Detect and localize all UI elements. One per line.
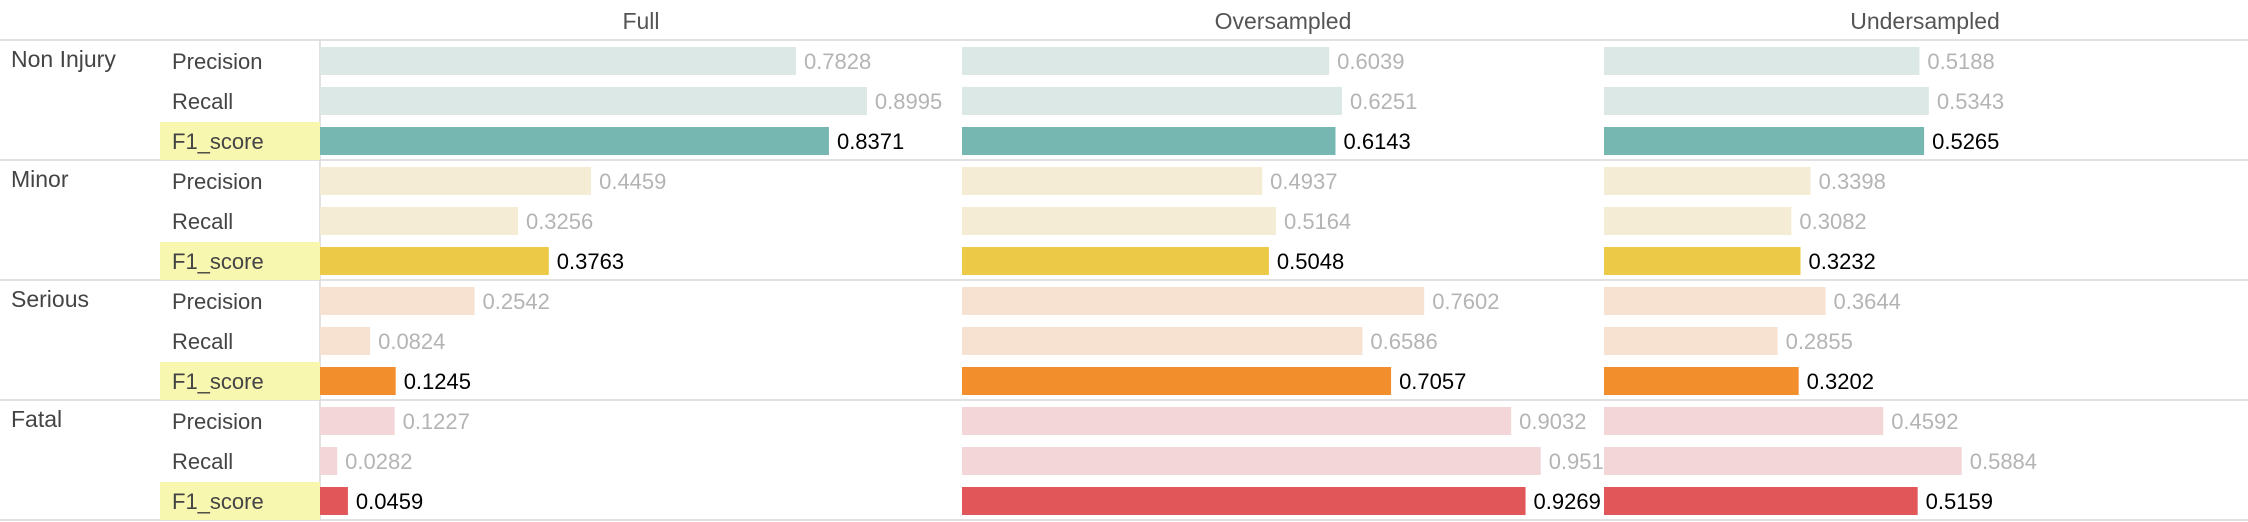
bar-fatal-full-precision — [320, 407, 395, 435]
value-label-minor-undersampled-recall: 0.3082 — [1799, 209, 1866, 234]
bar-minor-oversampled-precision — [962, 167, 1263, 195]
metric-label-precision: Precision — [172, 289, 262, 314]
bar-non-injury-undersampled-f1-score — [1604, 127, 1925, 155]
bar-serious-full-f1-score — [320, 367, 396, 395]
bar-non-injury-oversampled-recall — [962, 87, 1343, 115]
metric-label-precision: Precision — [172, 49, 262, 74]
value-label-non-injury-oversampled-recall: 0.6251 — [1350, 89, 1417, 114]
bar-minor-undersampled-f1-score — [1604, 247, 1801, 275]
value-label-fatal-full-f1-score: 0.0459 — [356, 489, 423, 514]
metric-label-f1-score: F1_score — [172, 369, 264, 394]
value-label-minor-full-precision: 0.4459 — [599, 169, 666, 194]
bar-non-injury-oversampled-f1-score — [962, 127, 1336, 155]
bar-minor-full-recall — [320, 207, 518, 235]
value-label-fatal-oversampled-precision: 0.9032 — [1519, 409, 1586, 434]
metric-label-highlight — [160, 482, 320, 520]
metric-label-highlight — [160, 242, 320, 280]
value-label-fatal-full-precision: 0.1227 — [403, 409, 470, 434]
value-label-serious-undersampled-f1-score: 0.3202 — [1807, 369, 1874, 394]
value-label-fatal-undersampled-precision: 0.4592 — [1891, 409, 1958, 434]
bar-fatal-full-f1-score — [320, 487, 348, 515]
value-label-non-injury-oversampled-precision: 0.6039 — [1337, 49, 1404, 74]
value-label-non-injury-undersampled-precision: 0.5188 — [1927, 49, 1994, 74]
metric-label-highlight — [160, 122, 320, 160]
metric-label-recall: Recall — [172, 329, 233, 354]
bar-non-injury-full-f1-score — [320, 127, 829, 155]
bar-fatal-oversampled-f1-score — [962, 487, 1526, 515]
value-label-non-injury-undersampled-f1-score: 0.5265 — [1932, 129, 1999, 154]
bar-non-injury-undersampled-recall — [1604, 87, 1929, 115]
value-label-serious-full-f1-score: 0.1245 — [404, 369, 471, 394]
column-header-full: Full — [622, 8, 659, 34]
group-label-fatal: Fatal — [11, 406, 62, 432]
bar-serious-full-recall — [320, 327, 371, 355]
bar-minor-oversampled-f1-score — [962, 247, 1269, 275]
value-label-minor-oversampled-recall: 0.5164 — [1284, 209, 1351, 234]
value-label-fatal-undersampled-f1-score: 0.5159 — [1926, 489, 1993, 514]
bar-non-injury-oversampled-precision — [962, 47, 1330, 75]
bar-fatal-oversampled-precision — [962, 407, 1512, 435]
value-label-fatal-oversampled-f1-score: 0.9269 — [1534, 489, 1601, 514]
value-label-serious-oversampled-recall: 0.6586 — [1370, 329, 1437, 354]
value-label-non-injury-undersampled-recall: 0.5343 — [1937, 89, 2004, 114]
bar-minor-full-precision — [320, 167, 592, 195]
group-label-non-injury: Non Injury — [11, 46, 116, 72]
metric-label-f1-score: F1_score — [172, 249, 264, 274]
bar-serious-oversampled-recall — [962, 327, 1363, 355]
group-label-serious: Serious — [11, 286, 89, 312]
value-label-minor-oversampled-precision: 0.4937 — [1270, 169, 1337, 194]
metric-label-recall: Recall — [172, 449, 233, 474]
bar-serious-oversampled-f1-score — [962, 367, 1392, 395]
value-label-minor-undersampled-precision: 0.3398 — [1819, 169, 1886, 194]
metric-label-f1-score: F1_score — [172, 489, 264, 514]
column-header-oversampled: Oversampled — [1215, 8, 1352, 34]
bar-serious-full-precision — [320, 287, 475, 315]
bar-fatal-full-recall — [320, 447, 338, 475]
value-label-minor-undersampled-f1-score: 0.3232 — [1809, 249, 1876, 274]
bar-serious-undersampled-recall — [1604, 327, 1778, 355]
metric-label-f1-score: F1_score — [172, 129, 264, 154]
value-label-fatal-full-recall: 0.0282 — [345, 449, 412, 474]
group-label-minor: Minor — [11, 166, 69, 192]
metric-label-precision: Precision — [172, 409, 262, 434]
value-label-non-injury-full-recall: 0.8995 — [875, 89, 942, 114]
value-label-serious-undersampled-recall: 0.2855 — [1786, 329, 1853, 354]
value-label-serious-full-recall: 0.0824 — [378, 329, 445, 354]
bar-fatal-undersampled-recall — [1604, 447, 1962, 475]
value-label-serious-full-precision: 0.2542 — [483, 289, 550, 314]
value-label-serious-oversampled-precision: 0.7602 — [1432, 289, 1499, 314]
bar-fatal-undersampled-f1-score — [1604, 487, 1918, 515]
bar-fatal-undersampled-precision — [1604, 407, 1884, 435]
metric-label-highlight — [160, 362, 320, 400]
value-label-serious-oversampled-f1-score: 0.7057 — [1399, 369, 1466, 394]
value-label-non-injury-oversampled-f1-score: 0.6143 — [1343, 129, 1410, 154]
bar-minor-full-f1-score — [320, 247, 549, 275]
metric-label-recall: Recall — [172, 89, 233, 114]
value-label-non-injury-full-f1-score: 0.8371 — [837, 129, 904, 154]
bar-minor-undersampled-precision — [1604, 167, 1811, 195]
bar-minor-oversampled-recall — [962, 207, 1276, 235]
bar-serious-undersampled-f1-score — [1604, 367, 1799, 395]
bar-non-injury-full-recall — [320, 87, 867, 115]
bar-minor-undersampled-recall — [1604, 207, 1792, 235]
metric-label-recall: Recall — [172, 209, 233, 234]
value-label-serious-undersampled-precision: 0.3644 — [1834, 289, 1901, 314]
bar-fatal-oversampled-recall — [962, 447, 1541, 475]
column-header-undersampled: Undersampled — [1850, 8, 2000, 34]
value-label-non-injury-full-precision: 0.7828 — [804, 49, 871, 74]
bar-serious-oversampled-precision — [962, 287, 1425, 315]
value-label-minor-full-recall: 0.3256 — [526, 209, 593, 234]
bar-non-injury-full-precision — [320, 47, 796, 75]
value-label-minor-full-f1-score: 0.3763 — [557, 249, 624, 274]
value-label-minor-oversampled-f1-score: 0.5048 — [1277, 249, 1344, 274]
metric-label-precision: Precision — [172, 169, 262, 194]
bar-non-injury-undersampled-precision — [1604, 47, 1920, 75]
bar-serious-undersampled-precision — [1604, 287, 1826, 315]
value-label-fatal-undersampled-recall: 0.5884 — [1970, 449, 2037, 474]
